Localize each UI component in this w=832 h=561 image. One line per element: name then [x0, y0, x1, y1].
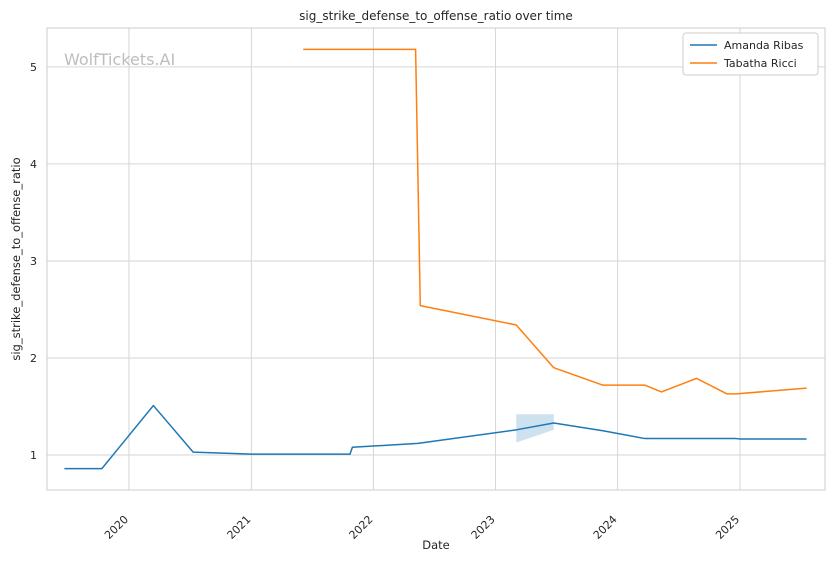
- legend: Amanda Ribas Tabatha Ricci: [682, 32, 819, 76]
- confidence-bands: [516, 414, 554, 443]
- y-tick-label: 3: [30, 255, 37, 268]
- y-tick-label: 2: [30, 352, 37, 365]
- y-axis-label: sig_strike_defense_to_offense_ratio: [9, 157, 23, 360]
- series-line: [64, 404, 807, 470]
- legend-label-tabatha-ricci: Tabatha Ricci: [723, 57, 797, 70]
- legend-label-amanda-ribas: Amanda Ribas: [724, 39, 804, 52]
- legend-box: [682, 32, 819, 76]
- series-lines: [64, 48, 807, 470]
- chart-title: sig_strike_defense_to_offense_ratio over…: [299, 9, 573, 23]
- watermark: WolfTickets.AI: [64, 50, 175, 69]
- series-line: [303, 48, 807, 395]
- confidence-band: [516, 414, 554, 443]
- y-tick-labels: 1 2 3 4 5: [30, 61, 37, 462]
- y-tick-label: 5: [30, 61, 37, 74]
- plot-frame: [46, 27, 826, 491]
- x-axis-label: Date: [422, 538, 450, 552]
- y-tick-label: 4: [30, 158, 37, 171]
- y-tick-label: 1: [30, 449, 37, 462]
